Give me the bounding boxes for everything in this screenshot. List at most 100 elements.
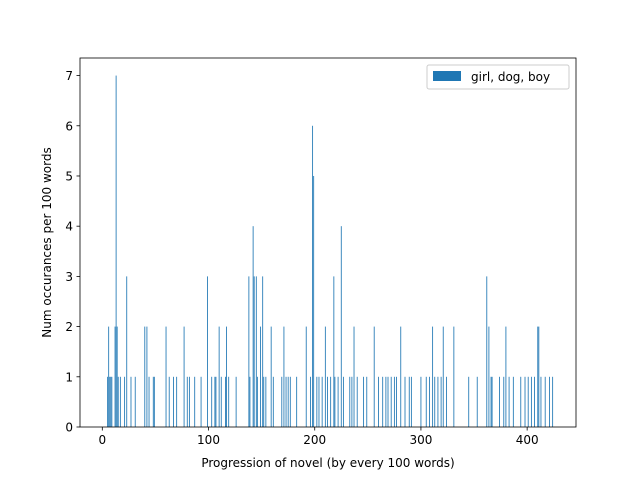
x-axis-ticks: 0 100 200 300 400 — [98, 427, 539, 447]
bar — [211, 376, 213, 427]
bar — [265, 376, 267, 427]
bar — [305, 326, 307, 427]
bar — [488, 326, 490, 427]
bar — [408, 376, 410, 427]
bar — [220, 376, 222, 427]
bar — [176, 376, 178, 427]
bar — [342, 376, 344, 427]
bar — [110, 376, 112, 427]
bar — [530, 376, 532, 427]
bar — [235, 376, 237, 427]
bar — [270, 326, 272, 427]
bar — [490, 376, 492, 427]
bar — [109, 376, 111, 427]
bar — [453, 326, 455, 427]
bar — [218, 326, 220, 427]
bar — [327, 376, 328, 427]
bar — [366, 376, 368, 427]
y-tick-label: 7 — [65, 69, 73, 83]
bar — [527, 376, 529, 427]
bar — [253, 276, 255, 427]
bar — [373, 326, 375, 427]
bar — [152, 376, 154, 427]
bar — [537, 326, 539, 427]
bar — [173, 376, 174, 427]
bar — [114, 326, 116, 427]
bar — [107, 376, 109, 427]
bar — [165, 326, 167, 427]
bar — [396, 376, 397, 427]
y-tick-label: 3 — [65, 270, 73, 284]
bar — [476, 376, 478, 427]
bar — [108, 326, 110, 427]
bar — [544, 376, 546, 427]
bar — [505, 326, 507, 427]
bar — [356, 376, 358, 427]
bar — [363, 376, 365, 427]
bar — [393, 376, 395, 427]
x-tick-label: 100 — [197, 433, 220, 447]
bar — [534, 376, 535, 427]
bar — [228, 376, 230, 427]
bar — [337, 376, 339, 427]
bar — [249, 376, 251, 427]
bar — [437, 376, 439, 427]
bar — [549, 376, 550, 427]
y-tick-label: 2 — [65, 320, 73, 334]
bar — [262, 276, 264, 427]
bar — [378, 376, 379, 427]
bar — [188, 376, 190, 427]
bar — [508, 376, 510, 427]
bar — [330, 376, 332, 427]
bar — [524, 376, 526, 427]
bar — [153, 376, 155, 427]
bar — [214, 376, 216, 427]
bar — [289, 376, 291, 427]
bar — [313, 175, 315, 427]
x-tick-label: 300 — [409, 433, 432, 447]
bar — [538, 326, 540, 427]
bar — [316, 376, 318, 427]
x-axis-label: Progression of novel (by every 100 words… — [201, 456, 454, 470]
bar — [321, 376, 323, 427]
bar — [520, 376, 522, 427]
y-tick-label: 5 — [65, 169, 73, 183]
bar — [503, 376, 505, 427]
bar — [285, 376, 287, 427]
bar — [491, 376, 493, 427]
bar — [440, 376, 442, 427]
bar — [200, 376, 202, 427]
bar — [324, 326, 326, 427]
bar — [351, 376, 353, 427]
plot-frame — [79, 57, 577, 428]
bar — [400, 326, 402, 427]
bar — [119, 376, 121, 427]
bar — [499, 376, 500, 427]
bar — [126, 276, 128, 427]
bar — [486, 276, 488, 427]
x-tick-label: 0 — [98, 433, 106, 447]
bar — [446, 376, 447, 427]
bar — [117, 376, 119, 427]
legend-swatch — [433, 71, 461, 81]
bar — [540, 376, 542, 427]
bar — [226, 326, 227, 427]
bar — [468, 376, 470, 427]
bar — [215, 376, 217, 427]
bar — [248, 276, 250, 427]
bar — [272, 376, 274, 427]
bar — [404, 376, 406, 427]
bar — [183, 326, 185, 427]
bar — [552, 376, 554, 427]
x-tick-label: 200 — [303, 433, 326, 447]
bar — [225, 376, 226, 427]
y-tick-label: 0 — [65, 421, 73, 435]
bar — [333, 276, 335, 427]
bar — [124, 376, 126, 427]
bar — [312, 125, 314, 427]
bar — [263, 376, 265, 427]
bar — [260, 326, 261, 427]
bar — [512, 376, 514, 427]
bar — [168, 376, 170, 427]
